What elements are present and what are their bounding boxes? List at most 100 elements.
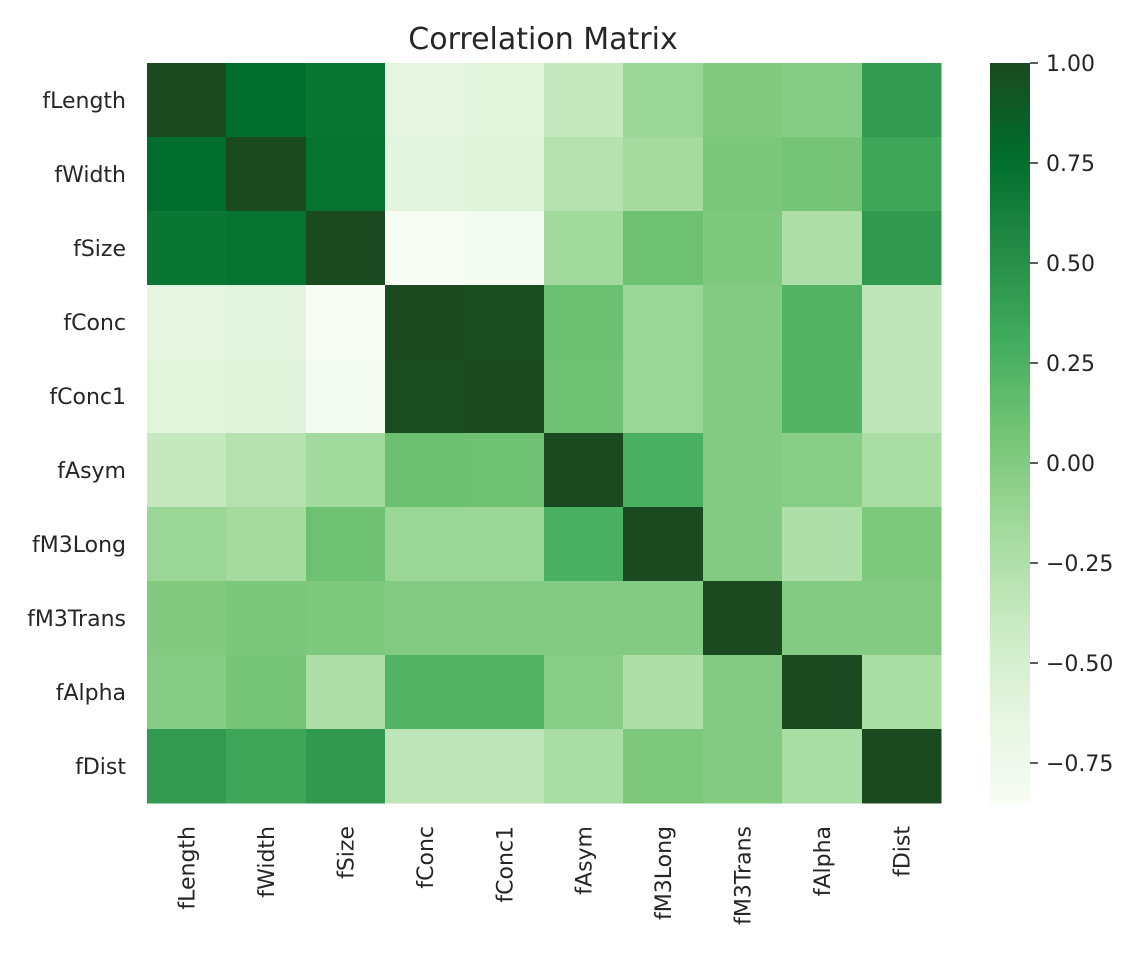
colorbar-tick-label: 0.25	[1046, 352, 1095, 377]
colorbar-strip	[990, 510, 1030, 515]
colorbar-strip	[990, 603, 1030, 608]
chart-title: Correlation Matrix	[408, 22, 677, 57]
colorbar-strip	[990, 447, 1030, 453]
colorbar-strip	[990, 122, 1030, 127]
x-tick-label-fconc1: fConc1	[493, 826, 518, 903]
x-tick-label-fconc: fConc	[414, 826, 439, 889]
colorbar-strip	[990, 88, 1030, 94]
colorbar-strip	[990, 203, 1030, 208]
heatmap-cell-falpha-fm3long	[623, 655, 704, 730]
colorbar-strip	[990, 418, 1030, 423]
x-tick-label-fasym: fAsym	[573, 826, 598, 895]
colorbar-strip	[990, 540, 1030, 545]
heatmap-cell-fm3long-fasym	[544, 507, 624, 582]
colorbar-strip	[990, 148, 1030, 153]
colorbar-strip	[990, 569, 1030, 575]
colorbar-strip	[990, 140, 1030, 145]
heatmap-cell-fdist-fdist	[862, 729, 942, 804]
colorbar-strip	[990, 599, 1030, 604]
colorbar-strip	[990, 466, 1030, 471]
heatmap-cell-fconc1-fsize	[306, 359, 386, 434]
heatmap-cell-fm3trans-fasym	[544, 581, 624, 656]
heatmap-cell-fconc1-fdist	[862, 359, 942, 434]
heatmap-cell-falpha-falpha	[782, 655, 863, 730]
x-axis-tick-labels: fLength fWidth fSize fConc fConc1 fAsym fM3Lon…	[176, 826, 916, 925]
colorbar-strip	[990, 684, 1030, 689]
colorbar-strip	[990, 137, 1030, 142]
colorbar-strip	[990, 162, 1030, 168]
heatmap-cell-fwidth-fasym	[544, 137, 624, 212]
colorbar-strip	[990, 103, 1030, 108]
heatmap-cell-fsize-fdist	[862, 211, 942, 286]
colorbar-strip	[990, 118, 1030, 123]
heatmap-cell-fconc-fm3long	[623, 285, 704, 360]
colorbar-strip	[990, 207, 1030, 212]
colorbar-strip	[990, 521, 1030, 527]
colorbar-strip	[990, 729, 1030, 734]
colorbar-strip	[990, 407, 1030, 412]
colorbar-tick-label: 0.75	[1046, 152, 1095, 177]
colorbar-strip	[990, 100, 1030, 105]
colorbar-strip	[990, 762, 1030, 767]
heatmap-cell-flength-falpha	[782, 63, 863, 138]
colorbar-strip	[990, 699, 1030, 704]
y-tick-label-fdist: fDist	[75, 755, 126, 780]
colorbar-strip	[990, 366, 1030, 371]
colorbar-strip	[990, 536, 1030, 541]
colorbar-strip	[990, 662, 1030, 667]
heatmap-cell-flength-fm3trans	[703, 63, 783, 138]
heatmap-cell-fconc1-fm3trans	[703, 359, 783, 434]
colorbar-strip	[990, 214, 1030, 219]
heatmap-cell-fsize-fm3long	[623, 211, 704, 286]
colorbar-strip	[990, 174, 1030, 179]
heatmap-cell-fasym-falpha	[782, 433, 863, 508]
colorbar-strip	[990, 396, 1030, 401]
heatmap-cell-fsize-fconc1	[465, 211, 545, 286]
colorbar-strip	[990, 592, 1030, 597]
heatmap-cell-fdist-fm3trans	[703, 729, 783, 804]
colorbar-strip	[990, 129, 1030, 134]
colorbar-strip	[990, 74, 1030, 79]
colorbar-strip	[990, 299, 1030, 305]
heatmap-cell-fwidth-fsize	[306, 137, 386, 212]
colorbar-strip	[990, 296, 1030, 301]
colorbar-strip	[990, 606, 1030, 612]
x-tick-label-fdist: fDist	[890, 826, 915, 877]
y-tick-label-fwidth: fWidth	[54, 163, 126, 188]
colorbar-strip	[990, 392, 1030, 397]
colorbar-strip	[990, 766, 1030, 771]
colorbar-strip	[990, 706, 1030, 712]
colorbar-strip	[990, 625, 1030, 630]
colorbar-strip	[990, 666, 1030, 671]
colorbar-strip	[990, 529, 1030, 534]
y-tick-label-fm3long: fM3Long	[32, 533, 126, 558]
colorbar-strip	[990, 66, 1030, 71]
colorbar-strip	[990, 229, 1030, 234]
x-tick-label-flength: fLength	[176, 826, 201, 910]
colorbar-strip	[990, 725, 1030, 730]
x-tick-label-fm3long: fM3Long	[652, 826, 677, 920]
heatmap-cell-fsize-falpha	[782, 211, 863, 286]
heatmap-cells	[147, 63, 942, 804]
colorbar-strip	[990, 714, 1030, 719]
colorbar-strip	[990, 266, 1030, 271]
colorbar-strip	[990, 695, 1030, 700]
colorbar-strip	[990, 643, 1030, 649]
colorbar-strip	[990, 636, 1030, 641]
colorbar-strip	[990, 181, 1030, 186]
heatmap-cell-fconc-falpha	[782, 285, 863, 360]
heatmap-cell-fm3long-fsize	[306, 507, 386, 582]
colorbar	[990, 63, 1030, 804]
colorbar-strip	[990, 481, 1030, 486]
colorbar-strip	[990, 347, 1030, 353]
colorbar-strip	[990, 562, 1030, 567]
heatmap-cell-fm3long-fm3long	[623, 507, 704, 582]
colorbar-strip	[990, 651, 1030, 656]
heatmap-cell-fconc-flength	[147, 285, 227, 360]
heatmap-cell-fwidth-fm3long	[623, 137, 704, 212]
heatmap-cell-fsize-flength	[147, 211, 227, 286]
colorbar-strip	[990, 581, 1030, 586]
heatmap-cell-falpha-fwidth	[226, 655, 307, 730]
colorbar-strip	[990, 458, 1030, 464]
